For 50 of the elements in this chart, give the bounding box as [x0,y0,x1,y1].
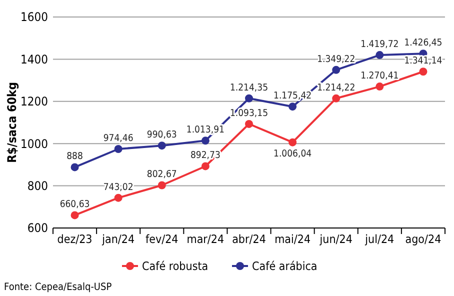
data-label: 1.349,22 [317,54,356,65]
y-axis-title: R$/saca 60kg [5,82,19,163]
x-tick-label: ago/24 [405,232,442,246]
point [114,194,122,202]
data-label: 1.419,72 [360,39,399,50]
data-label: 1.426,45 [404,38,442,49]
data-label: 1.270,41 [360,70,399,82]
data-label: 802,67 [146,169,177,180]
point [245,120,253,128]
data-label: 1.214,22 [317,82,356,94]
y-tick-label: 1400 [20,52,48,66]
point [376,82,384,91]
x-tick-label: fev/24 [146,232,178,246]
x-tick-label: mai/24 [274,232,311,246]
point [419,68,428,76]
data-label: 1.214,35 [230,82,268,94]
y-tick-label: 1000 [20,136,48,151]
x-tick-label: mar/24 [186,232,224,246]
x-tick-label: dez/23 [57,232,92,246]
data-label: 990,63 [146,130,177,141]
y-tick-label: 1600 [20,10,48,24]
point [376,51,384,60]
y-tick-label: 600 [27,221,48,236]
x-tick-label: jul/24 [364,232,394,246]
point [288,102,297,111]
point [288,138,297,146]
data-label: 1.006,04 [274,148,312,160]
point [201,136,210,145]
point [245,94,253,102]
point [114,144,122,153]
point [158,181,166,190]
y-tick-label: 800 [27,179,48,193]
point [70,163,79,172]
point [332,94,340,102]
data-label: 888 [66,151,83,162]
legend-label: Café robusta [142,259,208,274]
x-tick-label: jan/24 [101,232,135,246]
point [70,211,79,220]
point [201,162,210,170]
x-tick-label: jun/24 [318,232,352,246]
data-label: 660,63 [60,199,90,210]
data-label: 1.341,14 [404,56,442,67]
point [332,66,340,74]
data-label: 743,02 [103,182,134,193]
data-label: 974,46 [103,132,134,144]
y-tick-label: 1200 [20,94,48,109]
x-tick-label: abr/24 [232,232,266,246]
point [158,142,166,150]
source-note: Fonte: Cepea/Esalq-USP [4,282,112,293]
legend-label: Café arábica [252,259,318,274]
